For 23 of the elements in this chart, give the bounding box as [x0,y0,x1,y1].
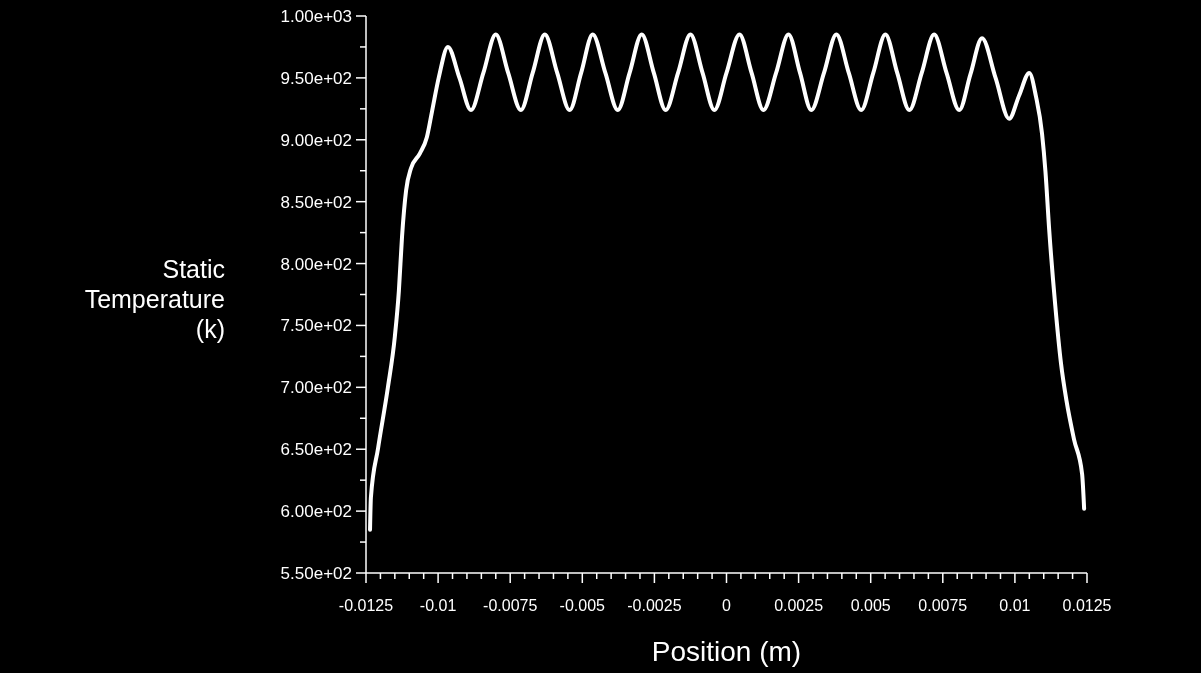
x-tick-label: -0.01 [419,597,457,614]
x-axis-title: Position (m) [651,636,802,667]
x-tick-label: 0.01 [999,597,1031,614]
y-tick-label: 7.00e+02 [280,378,352,398]
y-tick-label: 8.50e+02 [280,192,352,212]
x-tick-label: 0.0025 [774,597,824,614]
x-tick-label: -0.0125 [338,597,394,614]
y-tick-label: 9.00e+02 [280,130,352,150]
y-tick-label: 8.00e+02 [280,254,352,274]
x-tick-label: -0.005 [559,597,606,614]
x-tick-label: -0.0025 [627,597,682,614]
y-tick-label: 7.50e+02 [280,316,352,336]
y-tick-label: 6.50e+02 [280,440,352,460]
x-tick-label: -0.0075 [483,597,538,614]
y-tick-label: 6.00e+02 [280,502,352,522]
x-tick-label: 0.0075 [918,597,968,614]
x-tick-label: 0.005 [850,597,891,614]
y-tick-label: 9.50e+02 [280,68,352,88]
x-tick-label: 0 [722,597,732,614]
y-axis-title: Static Temperature (k) [84,255,225,343]
y-tick-label: 1.00e+03 [280,6,352,26]
y-tick-label: 5.50e+02 [280,563,352,583]
x-tick-label: 0.0125 [1062,597,1112,614]
